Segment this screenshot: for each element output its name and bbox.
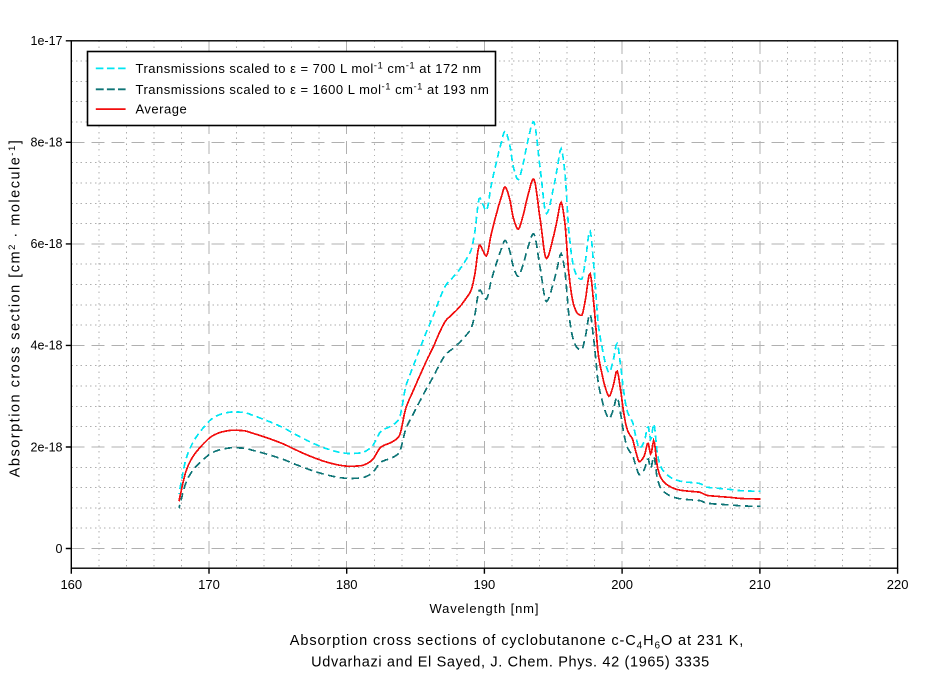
svg-text:210: 210 [749,577,771,592]
svg-text:Absorption cross sections of c: Absorption cross sections of cyclobutano… [290,633,744,652]
svg-text:Absorption cross section [cm2: Absorption cross section [cm2 · molecule… [7,139,24,478]
svg-text:170: 170 [198,577,220,592]
svg-text:6e-18: 6e-18 [31,237,63,251]
svg-text:2e-18: 2e-18 [31,440,63,454]
svg-text:0: 0 [56,542,63,556]
svg-text:Transmissions scaled to ε = 16: Transmissions scaled to ε = 1600 L mol-1… [136,81,490,97]
svg-text:190: 190 [474,577,496,592]
svg-text:1e-17: 1e-17 [31,34,63,48]
svg-text:180: 180 [336,577,358,592]
svg-text:Transmissions scaled to ε = 70: Transmissions scaled to ε = 700 L mol-1 … [136,61,482,77]
svg-text:4e-18: 4e-18 [31,339,63,353]
svg-text:Average: Average [136,102,188,117]
svg-text:160: 160 [60,577,82,592]
svg-text:Udvarhazi and El Sayed, J. Che: Udvarhazi and El Sayed, J. Chem. Phys. 4… [311,655,710,671]
svg-text:Wavelength [nm]: Wavelength [nm] [429,601,539,616]
svg-text:8e-18: 8e-18 [31,136,63,150]
svg-text:220: 220 [887,577,909,592]
svg-text:200: 200 [611,577,633,592]
